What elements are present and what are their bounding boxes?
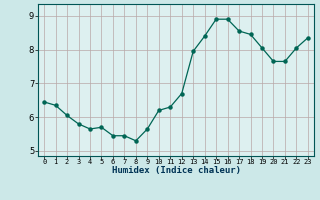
X-axis label: Humidex (Indice chaleur): Humidex (Indice chaleur): [111, 166, 241, 175]
